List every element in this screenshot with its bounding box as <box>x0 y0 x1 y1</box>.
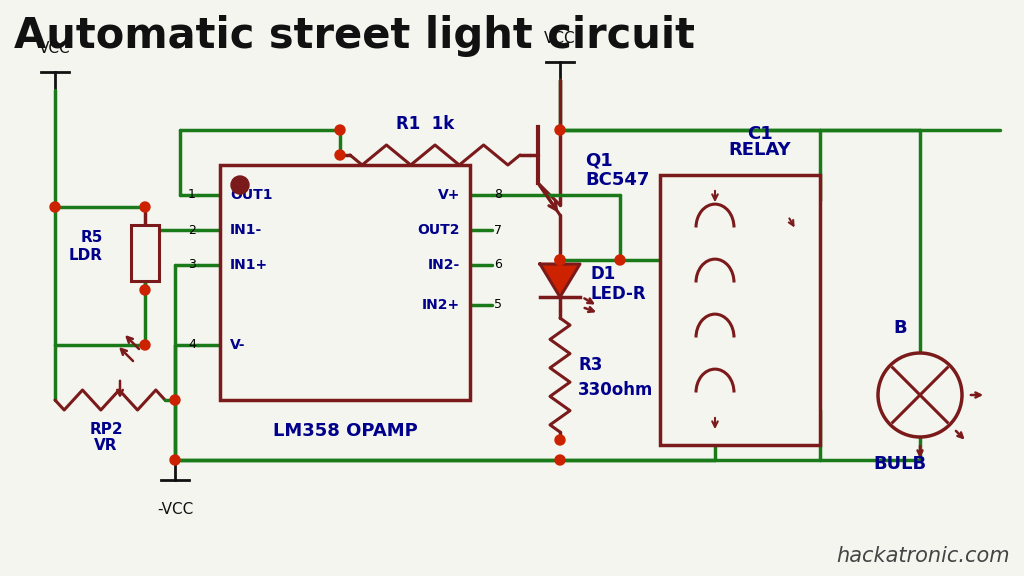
Text: V+: V+ <box>437 188 460 202</box>
Text: R1  1k: R1 1k <box>396 115 454 133</box>
Circle shape <box>140 340 150 350</box>
Text: RP2: RP2 <box>89 422 123 437</box>
Circle shape <box>555 125 565 135</box>
Text: 330ohm: 330ohm <box>578 381 653 399</box>
Circle shape <box>140 202 150 212</box>
Circle shape <box>555 255 565 265</box>
Text: VCC: VCC <box>544 31 575 46</box>
Text: 7: 7 <box>494 223 502 237</box>
Circle shape <box>555 435 565 445</box>
Text: V-: V- <box>230 338 246 352</box>
Bar <box>220 165 470 400</box>
Circle shape <box>335 125 345 135</box>
Text: LED-R: LED-R <box>590 285 645 303</box>
Text: 4: 4 <box>188 339 196 351</box>
Text: LDR: LDR <box>69 248 103 263</box>
Circle shape <box>231 176 249 194</box>
Circle shape <box>555 455 565 465</box>
Text: IN1+: IN1+ <box>230 258 268 272</box>
Text: 5: 5 <box>494 298 502 312</box>
Circle shape <box>555 255 565 265</box>
Text: IN1-: IN1- <box>230 223 262 237</box>
Text: B: B <box>893 319 907 337</box>
Text: hackatronic.com: hackatronic.com <box>837 546 1010 566</box>
Text: R5: R5 <box>81 229 103 244</box>
Polygon shape <box>540 264 580 297</box>
Text: 1: 1 <box>188 188 196 202</box>
Text: BC547: BC547 <box>585 171 649 189</box>
Text: OUT1: OUT1 <box>230 188 272 202</box>
Text: Q1: Q1 <box>585 151 612 169</box>
Text: VR: VR <box>94 438 118 453</box>
Circle shape <box>170 395 180 405</box>
Bar <box>660 175 820 445</box>
Text: -VCC: -VCC <box>157 502 194 517</box>
Text: 8: 8 <box>494 188 502 202</box>
Text: LM358 OPAMP: LM358 OPAMP <box>272 422 418 440</box>
Circle shape <box>335 150 345 160</box>
Bar <box>131 225 159 281</box>
Text: R3: R3 <box>578 356 602 374</box>
Text: VCC: VCC <box>39 41 71 56</box>
Text: D1: D1 <box>590 265 615 283</box>
Text: IN2+: IN2+ <box>422 298 460 312</box>
Circle shape <box>140 285 150 295</box>
Text: BULB: BULB <box>873 455 927 473</box>
Text: C1: C1 <box>748 125 773 143</box>
Text: OUT2: OUT2 <box>418 223 460 237</box>
Text: IN2-: IN2- <box>428 258 460 272</box>
Circle shape <box>170 455 180 465</box>
Circle shape <box>50 202 60 212</box>
Text: 3: 3 <box>188 259 196 271</box>
Text: 2: 2 <box>188 223 196 237</box>
Text: 6: 6 <box>494 259 502 271</box>
Circle shape <box>615 255 625 265</box>
Circle shape <box>878 353 962 437</box>
Text: Automatic street light circuit: Automatic street light circuit <box>14 15 695 57</box>
Text: RELAY: RELAY <box>729 141 792 159</box>
